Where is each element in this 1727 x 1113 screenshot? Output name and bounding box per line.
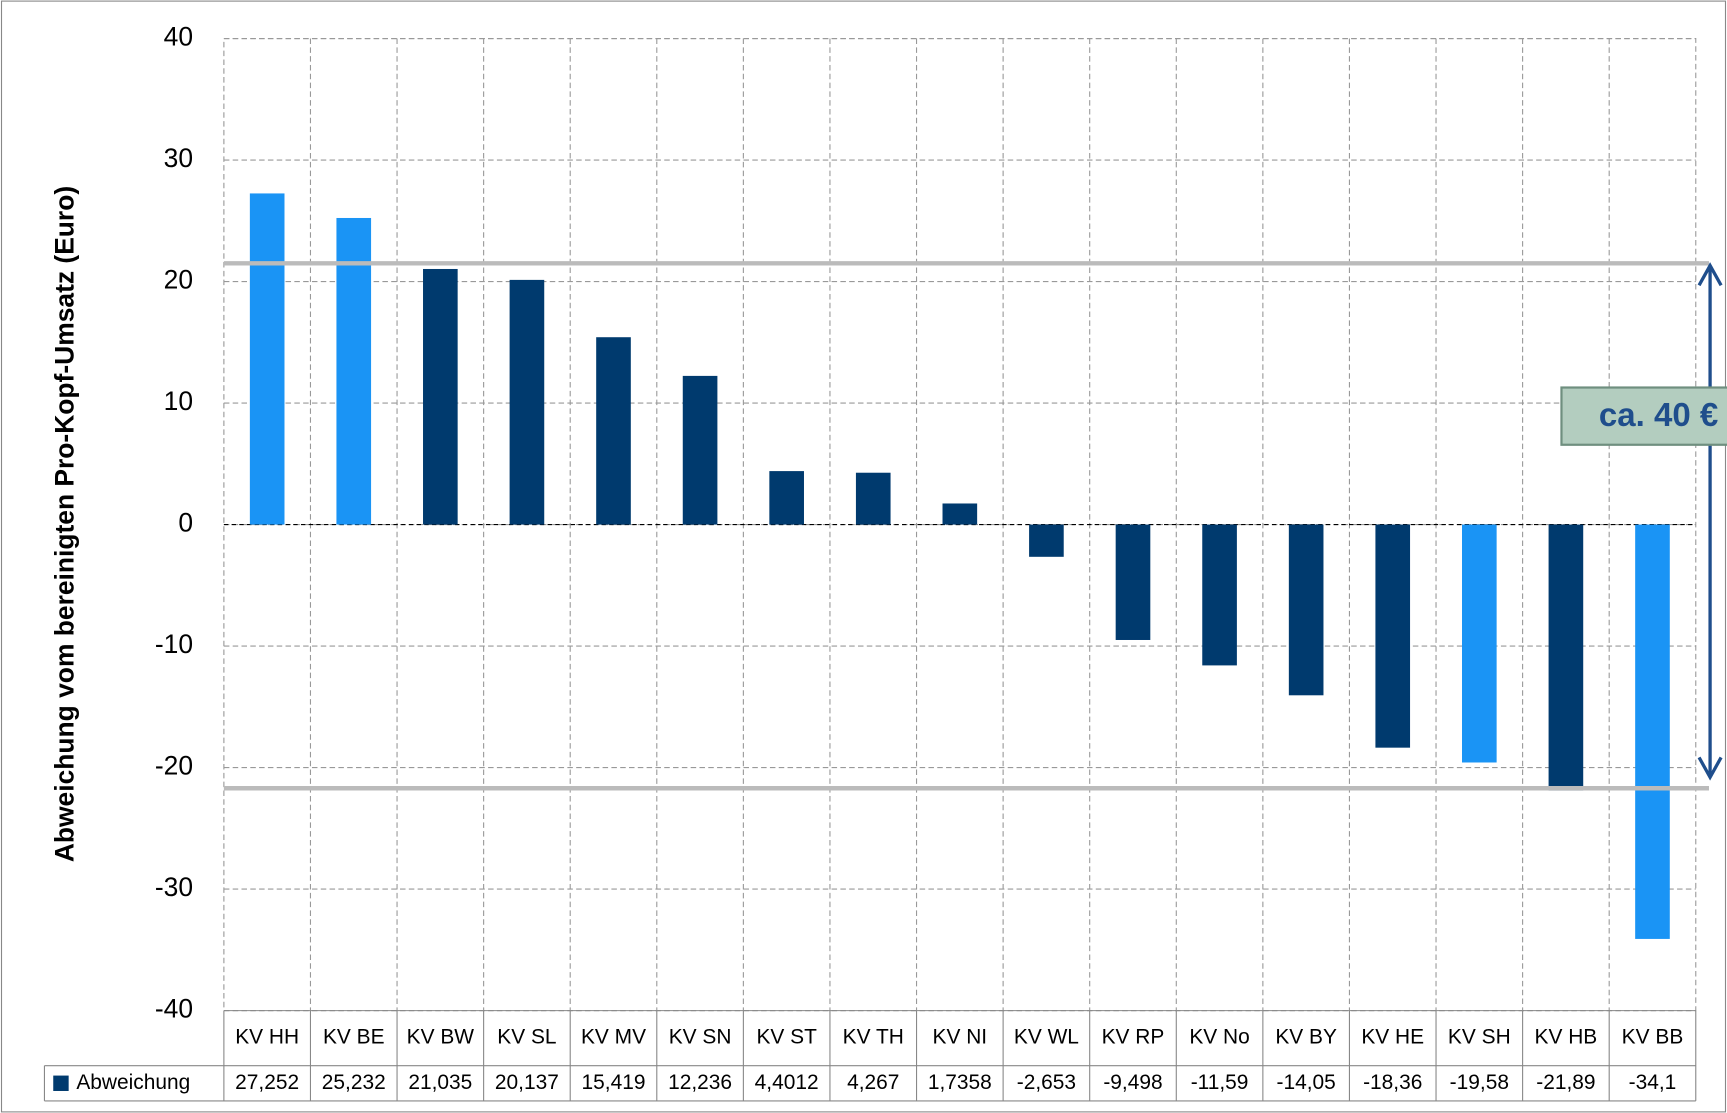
data-label: -11,59 bbox=[1191, 1071, 1249, 1094]
bar bbox=[1462, 524, 1497, 763]
bar bbox=[423, 268, 458, 525]
x-tick-label: KV SH bbox=[1448, 1026, 1511, 1049]
y-tick-label: 10 bbox=[164, 386, 193, 416]
data-label: 4,267 bbox=[847, 1071, 899, 1094]
x-tick-label: KV NI bbox=[933, 1026, 988, 1049]
data-label: -34,1 bbox=[1629, 1071, 1677, 1094]
y-tick-label: 0 bbox=[178, 508, 193, 538]
data-label: 25,232 bbox=[322, 1071, 386, 1094]
data-label: -21,89 bbox=[1536, 1071, 1595, 1094]
x-tick-label: KV BY bbox=[1275, 1026, 1337, 1049]
x-tick-label: KV BW bbox=[407, 1026, 475, 1049]
bar bbox=[336, 217, 372, 525]
bar bbox=[1375, 524, 1411, 748]
annotation: ca. 40 € bbox=[1599, 396, 1718, 433]
legend-swatch bbox=[53, 1075, 69, 1091]
data-label: 1,7358 bbox=[928, 1071, 992, 1094]
y-tick-label: -30 bbox=[155, 872, 193, 902]
x-tick-label: KV HH bbox=[235, 1026, 299, 1049]
y-tick-label: -40 bbox=[155, 994, 193, 1024]
annotation-box bbox=[1560, 386, 1727, 446]
data-label: 20,137 bbox=[495, 1071, 559, 1094]
y-tick-label: 30 bbox=[164, 143, 193, 173]
bar bbox=[596, 337, 631, 525]
data-label: 4,4012 bbox=[755, 1071, 819, 1094]
bar bbox=[769, 471, 804, 525]
x-tick-label: KV BE bbox=[323, 1026, 385, 1049]
data-label: -18,36 bbox=[1363, 1071, 1422, 1094]
data-label: -14,05 bbox=[1277, 1071, 1336, 1094]
data-label: -2,653 bbox=[1017, 1071, 1076, 1094]
x-tick-label: KV HB bbox=[1535, 1026, 1598, 1049]
data-label: 27,252 bbox=[235, 1071, 299, 1094]
data-label: -19,58 bbox=[1450, 1071, 1509, 1094]
data-label: 12,236 bbox=[668, 1071, 732, 1094]
x-tick-label: KV ST bbox=[756, 1026, 817, 1049]
x-tick-label: KV BB bbox=[1622, 1026, 1684, 1049]
bar bbox=[682, 375, 718, 525]
bar bbox=[1202, 524, 1237, 666]
arrow-head bbox=[1697, 262, 1723, 287]
y-tick-label: -10 bbox=[155, 629, 193, 659]
x-tick-label: KV SL bbox=[497, 1026, 556, 1049]
data-label: -9,498 bbox=[1103, 1071, 1162, 1094]
bar bbox=[1115, 524, 1151, 640]
y-tick-label: 20 bbox=[164, 265, 193, 295]
x-tick-label: KV SN bbox=[669, 1026, 732, 1049]
y-tick-label: -20 bbox=[155, 751, 193, 781]
bar bbox=[1029, 524, 1064, 557]
x-tick-label: KV WL bbox=[1014, 1026, 1079, 1049]
x-tick-label: KV No bbox=[1189, 1026, 1249, 1049]
bar bbox=[249, 193, 285, 525]
legend-label: Abweichung bbox=[76, 1071, 190, 1094]
y-tick-label: 40 bbox=[164, 22, 193, 52]
bar bbox=[1288, 524, 1324, 696]
bar bbox=[1635, 524, 1670, 939]
x-tick-label: KV HE bbox=[1361, 1026, 1424, 1049]
arrow-head bbox=[1697, 756, 1723, 781]
bar bbox=[509, 279, 545, 525]
bar bbox=[855, 472, 891, 525]
x-tick-label: KV RP bbox=[1102, 1026, 1165, 1049]
data-label: 21,035 bbox=[408, 1071, 472, 1094]
x-tick-label: KV TH bbox=[843, 1026, 904, 1049]
bar bbox=[942, 503, 978, 525]
bar bbox=[1548, 524, 1584, 791]
x-tick-label: KV MV bbox=[581, 1026, 646, 1049]
y-axis-title: Abweichung vom bereinigten Pro-Kopf-Umsa… bbox=[49, 186, 79, 862]
data-label: 15,419 bbox=[582, 1071, 646, 1094]
